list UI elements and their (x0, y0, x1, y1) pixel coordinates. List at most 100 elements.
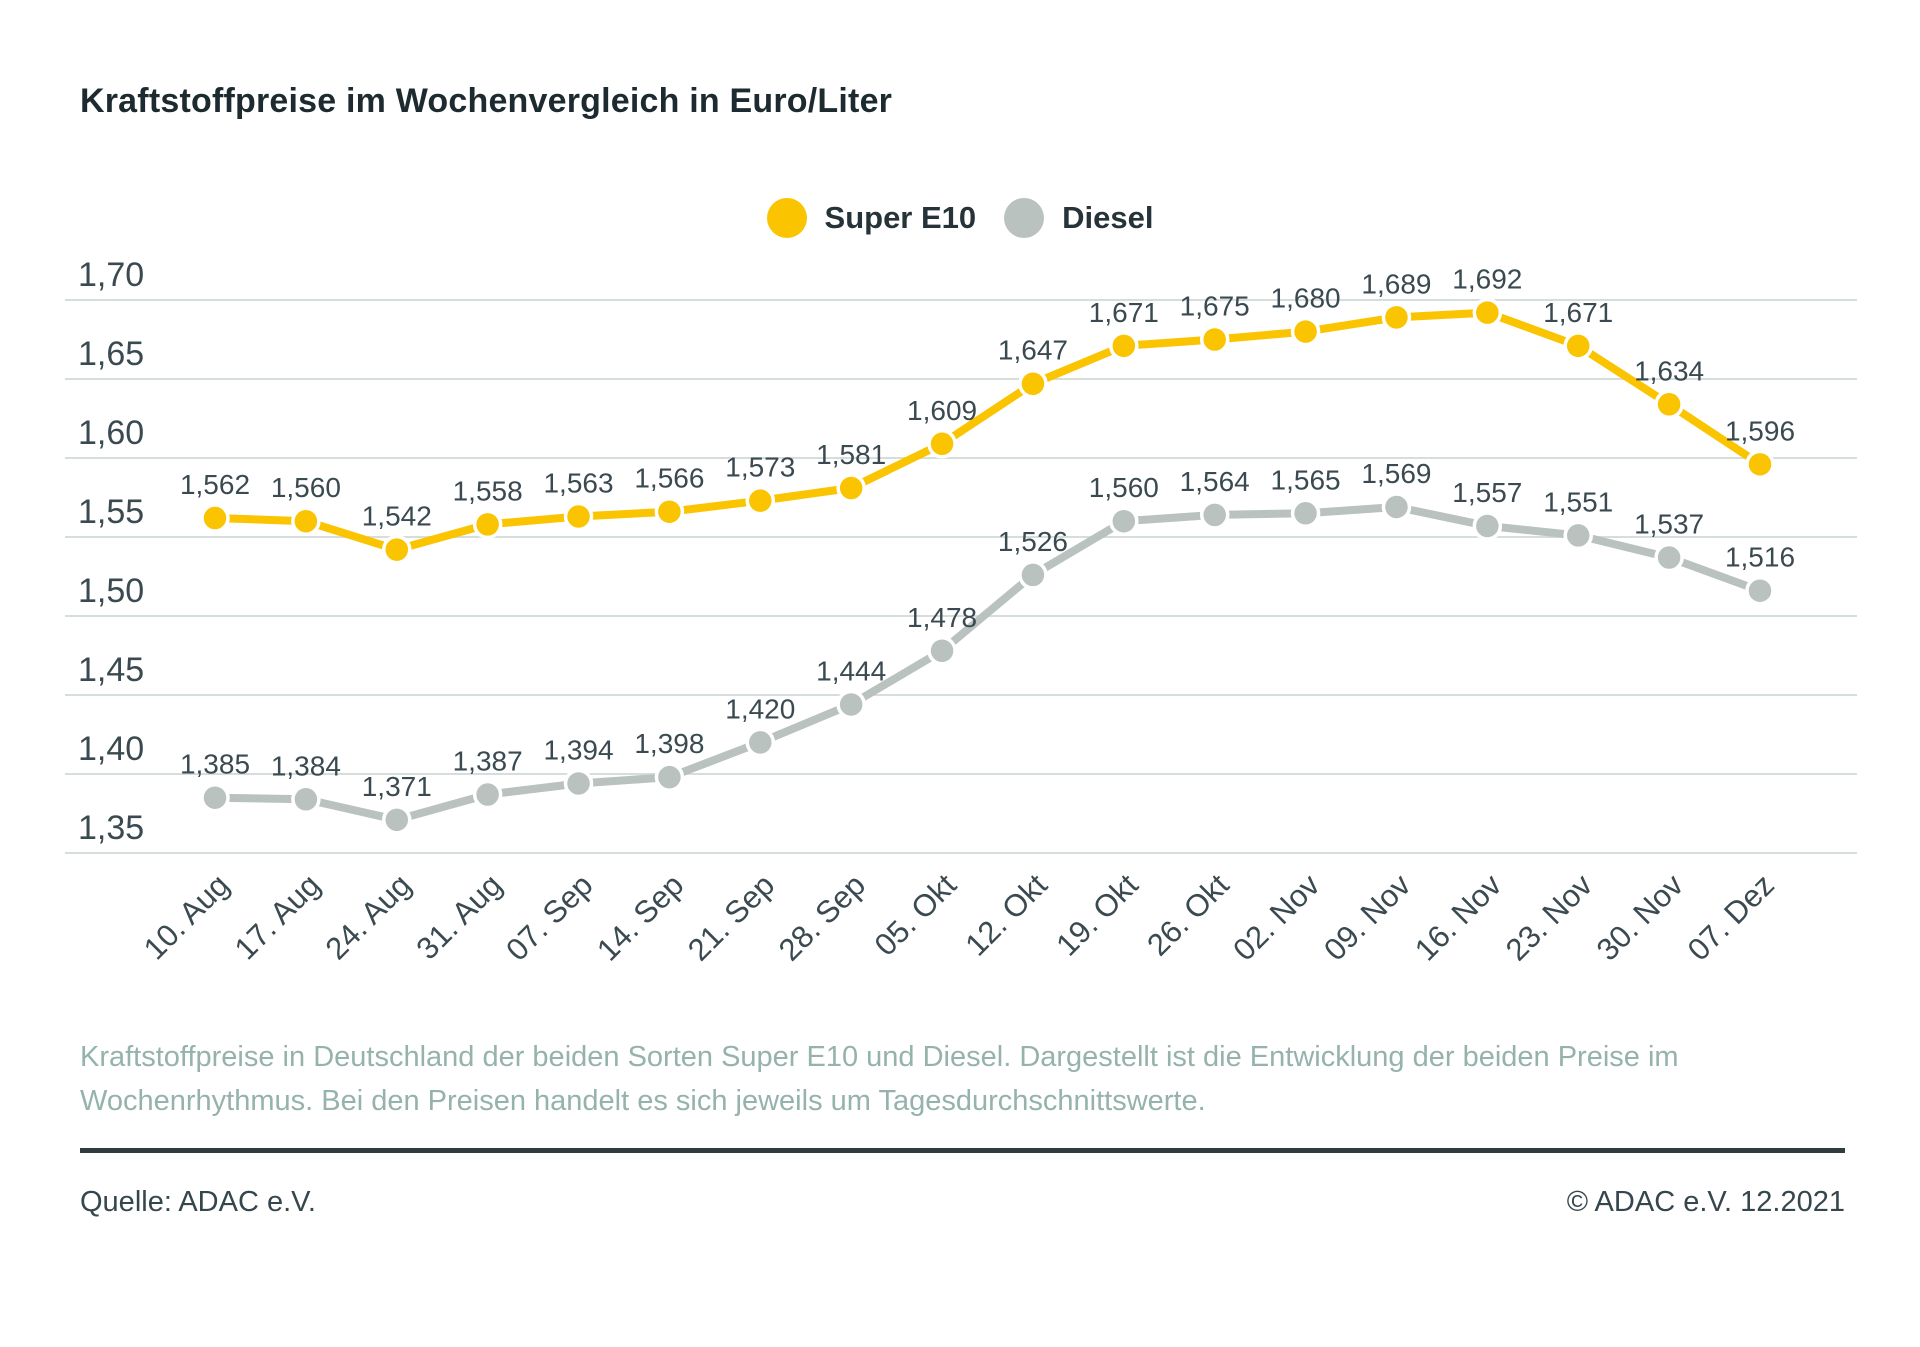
y-axis-label: 1,50 (78, 572, 144, 610)
value-label-diesel: 1,560 (1089, 472, 1159, 503)
data-point-diesel (1654, 542, 1684, 573)
data-point-super-e10 (472, 509, 503, 540)
x-axis-label: 21. Sep (681, 867, 781, 967)
data-point-diesel (1745, 575, 1775, 606)
data-point-diesel (1290, 498, 1321, 529)
footer-divider (80, 1148, 1845, 1153)
data-point-super-e10 (836, 473, 866, 503)
data-point-super-e10 (927, 429, 957, 459)
value-label-diesel: 1,478 (907, 602, 977, 633)
legend-item-diesel: Diesel (1004, 198, 1153, 238)
value-label-super-e10: 1,680 (1271, 283, 1341, 314)
value-label-super-e10: 1,596 (1725, 415, 1795, 446)
value-label-diesel: 1,569 (1361, 458, 1431, 489)
value-label-diesel: 1,557 (1452, 477, 1522, 508)
value-label-super-e10: 1,566 (634, 463, 704, 494)
data-point-diesel (291, 784, 321, 815)
value-label-super-e10: 1,542 (362, 501, 432, 532)
x-axis-label: 24. Aug (319, 867, 418, 966)
data-point-super-e10 (291, 506, 321, 536)
value-label-diesel: 1,565 (1271, 464, 1341, 495)
value-label-super-e10: 1,671 (1089, 297, 1159, 328)
y-axis-label: 1,35 (78, 809, 144, 847)
x-axis-label: 14. Sep (590, 867, 690, 967)
series-line-diesel (214, 502, 1762, 824)
x-axis-label: 26. Okt (1140, 867, 1236, 963)
value-label-super-e10: 1,689 (1361, 268, 1431, 299)
data-point-super-e10 (382, 534, 412, 565)
y-axis-label: 1,55 (78, 493, 144, 531)
data-point-super-e10 (1018, 368, 1048, 399)
copyright-label: © ADAC e.V. 12.2021 (1566, 1186, 1845, 1218)
legend-label-diesel: Diesel (1062, 200, 1154, 235)
data-point-super-e10 (1381, 302, 1412, 333)
data-point-diesel (1472, 511, 1503, 541)
y-axis-label: 1,60 (78, 414, 144, 452)
value-label-super-e10: 1,563 (543, 467, 613, 498)
data-point-super-e10 (1290, 316, 1321, 347)
value-label-super-e10: 1,675 (1180, 291, 1250, 322)
data-point-super-e10 (1109, 331, 1139, 361)
value-label-super-e10: 1,573 (725, 452, 795, 483)
x-axis-label: 12. Okt (958, 867, 1054, 963)
data-point-diesel (472, 779, 503, 810)
value-label-super-e10: 1,560 (271, 472, 341, 503)
value-label-diesel: 1,551 (1543, 486, 1613, 517)
data-point-super-e10 (1472, 297, 1503, 328)
x-axis-label: 30. Nov (1590, 867, 1691, 968)
data-point-super-e10 (654, 496, 685, 527)
value-label-super-e10: 1,558 (453, 475, 523, 506)
legend-label-super-e10: Super E10 (824, 200, 977, 235)
series-line-super-e10 (214, 308, 1763, 554)
value-label-diesel: 1,384 (271, 750, 341, 781)
y-axis-label: 1,45 (78, 651, 144, 689)
x-axis-label: 09. Nov (1317, 867, 1418, 968)
value-label-super-e10: 1,581 (816, 439, 886, 470)
x-axis-label: 19. Okt (1049, 867, 1145, 963)
data-point-super-e10 (1199, 324, 1230, 355)
value-label-diesel: 1,516 (1725, 542, 1795, 573)
value-label-super-e10: 1,562 (180, 469, 250, 500)
data-point-super-e10 (563, 501, 594, 532)
data-point-diesel (382, 805, 412, 835)
x-axis-label: 28. Sep (772, 867, 872, 967)
x-axis-label: 07. Sep (499, 867, 599, 967)
data-point-diesel (836, 689, 866, 720)
chart-description: Kraftstoffpreise in Deutschland der beid… (80, 1041, 1679, 1117)
y-axis-label: 1,65 (78, 335, 144, 373)
x-axis-label: 17. Aug (228, 867, 327, 966)
value-label-diesel: 1,420 (725, 693, 795, 724)
data-point-diesel (200, 782, 230, 813)
y-axis-label: 1,40 (78, 730, 144, 768)
x-axis-label: 10. Aug (137, 867, 236, 966)
value-label-diesel: 1,371 (362, 771, 432, 802)
x-axis-label: 05. Okt (868, 867, 964, 963)
legend-dot-diesel-icon (1004, 198, 1045, 238)
value-label-diesel: 1,564 (1180, 466, 1250, 497)
value-label-diesel: 1,537 (1634, 509, 1704, 540)
data-point-diesel (1381, 492, 1412, 522)
value-label-super-e10: 1,609 (907, 395, 977, 426)
x-axis-label: 31. Aug (409, 867, 508, 966)
legend-dot-super-e10-icon (766, 198, 807, 238)
x-axis-label: 23. Nov (1499, 867, 1600, 968)
x-axis-label: 16. Nov (1408, 867, 1509, 968)
data-point-diesel (1199, 500, 1230, 530)
x-axis-label: 02. Nov (1226, 867, 1327, 968)
data-point-super-e10 (200, 503, 230, 533)
value-label-diesel: 1,526 (998, 526, 1068, 557)
data-point-super-e10 (745, 485, 776, 516)
data-point-diesel (1563, 520, 1593, 551)
data-point-diesel (654, 762, 685, 792)
data-point-super-e10 (1563, 331, 1593, 361)
data-point-super-e10 (1654, 389, 1684, 420)
x-axis-label: 07. Dez (1681, 867, 1781, 967)
data-point-diesel (563, 768, 594, 799)
data-point-diesel (1018, 560, 1048, 590)
data-point-super-e10 (1745, 449, 1775, 480)
value-label-diesel: 1,394 (543, 734, 613, 765)
value-label-diesel: 1,385 (180, 749, 250, 780)
value-label-super-e10: 1,647 (998, 335, 1068, 366)
